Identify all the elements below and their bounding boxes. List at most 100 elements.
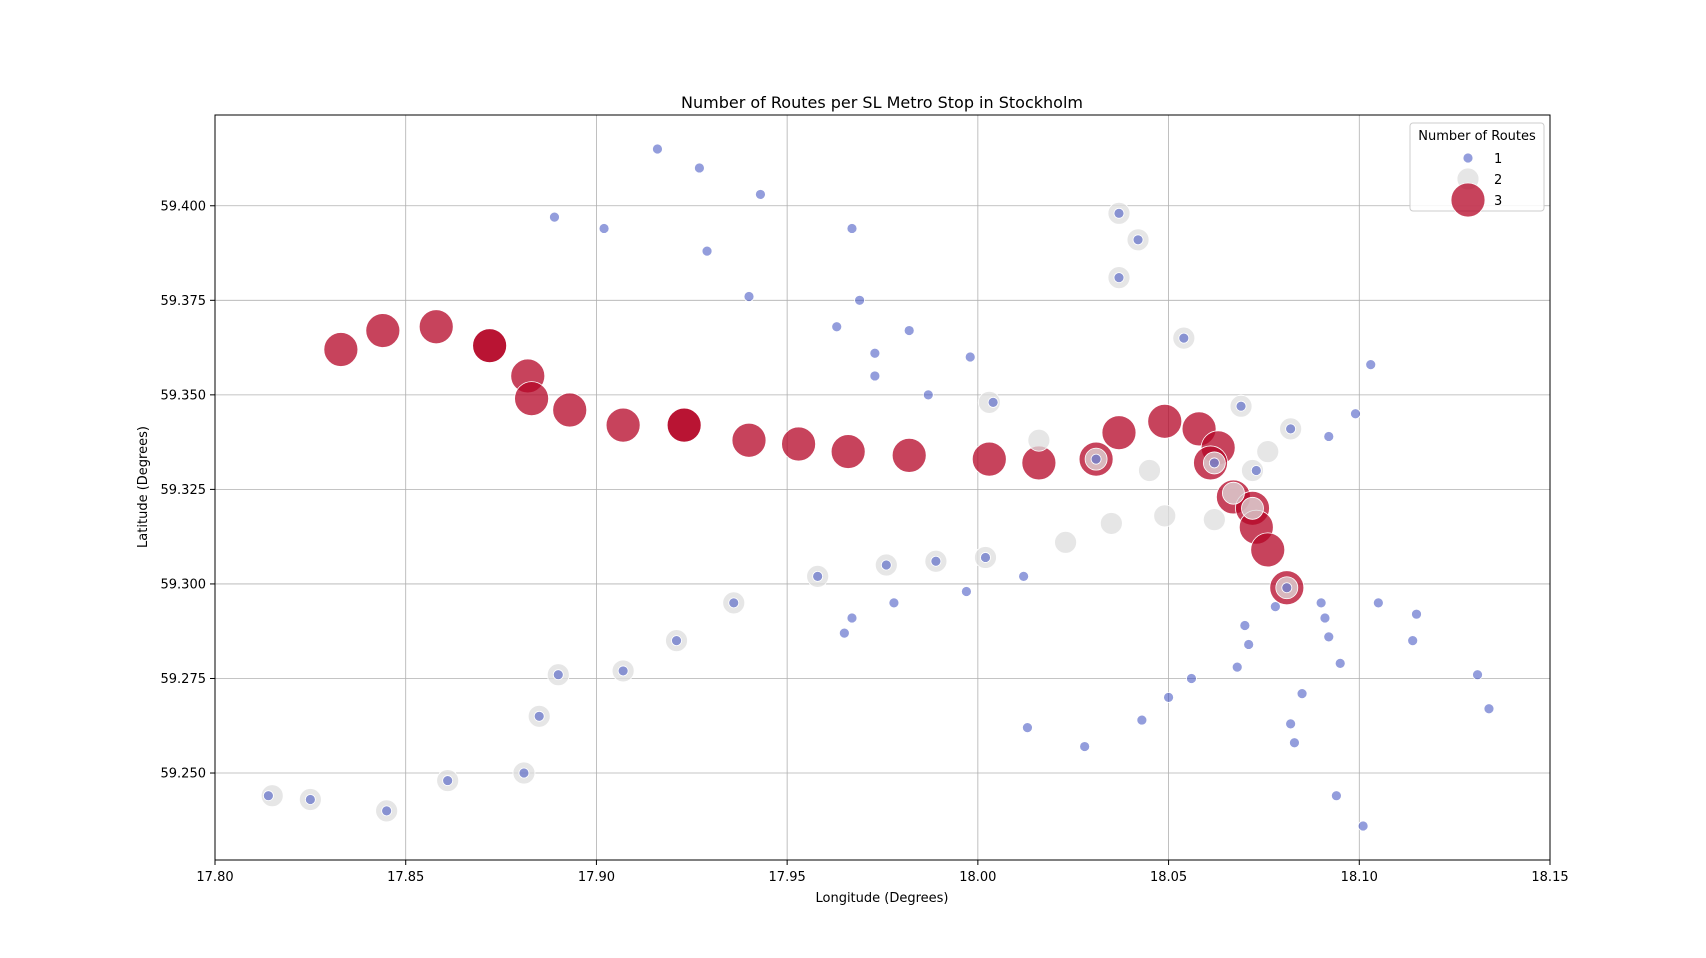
metro-stop-point-routes-1 — [1269, 601, 1281, 613]
metro-stop-point-routes-3 — [1101, 415, 1137, 451]
metro-stop-point-routes-1 — [1411, 608, 1422, 620]
metro-stop-point-routes-1 — [1163, 691, 1174, 703]
legend-label-1: 1 — [1494, 152, 1502, 167]
metro-stop-point-routes-3 — [891, 437, 927, 473]
metro-stop-point-routes-2 — [1099, 512, 1123, 535]
y-axis-label: Latitude (Degrees) — [136, 426, 151, 548]
metro-stop-point-routes-3 — [472, 328, 508, 364]
x-tick-label: 17.80 — [196, 870, 233, 885]
metro-stop-point-routes-3 — [971, 441, 1007, 477]
metro-stop-point-routes-1 — [980, 552, 991, 563]
x-tick-label: 17.95 — [769, 870, 806, 885]
metro-stop-point-routes-1 — [701, 245, 713, 257]
metro-stop-point-routes-3 — [666, 407, 702, 443]
y-tick-label: 59.350 — [161, 388, 207, 403]
metro-stop-point-routes-1 — [1483, 703, 1495, 715]
metro-stop-point-routes-1 — [262, 790, 274, 802]
metro-stop-point-routes-1 — [1113, 207, 1125, 219]
metro-stop-point-routes-1 — [518, 767, 530, 779]
metro-stop-point-routes-1 — [549, 211, 560, 223]
metro-stop-point-routes-3 — [830, 434, 866, 469]
metro-stop-point-routes-1 — [869, 347, 881, 359]
legend-label-2: 2 — [1494, 173, 1502, 188]
y-tick-label: 59.300 — [161, 577, 207, 592]
metro-stop-point-routes-1 — [1231, 661, 1243, 673]
metro-stop-point-routes-2 — [1054, 530, 1077, 554]
metro-stop-point-routes-1 — [961, 586, 972, 597]
metro-stop-point-routes-3 — [323, 332, 359, 367]
metro-stop-point-routes-1 — [1178, 332, 1190, 344]
metro-stop-point-routes-2 — [1202, 508, 1226, 532]
metro-stop-point-routes-3 — [605, 407, 641, 443]
metro-stop-point-routes-1 — [1022, 722, 1033, 734]
metro-stop-point-routes-1 — [304, 794, 316, 805]
metro-stop-point-routes-1 — [1281, 582, 1293, 594]
data-points — [260, 143, 1495, 832]
metro-stop-point-routes-1 — [1296, 688, 1308, 700]
metro-stop-point-routes-2 — [1222, 481, 1245, 505]
metro-stop-point-routes-1 — [1334, 657, 1346, 669]
metro-stop-point-routes-1 — [1323, 631, 1335, 643]
metro-stop-point-routes-1 — [831, 321, 843, 333]
metro-stop-point-routes-2 — [1153, 504, 1177, 528]
metro-stop-point-routes-1 — [1239, 620, 1251, 631]
metro-stop-point-routes-1 — [617, 665, 629, 677]
metro-stop-point-routes-1 — [671, 635, 682, 647]
metro-stop-point-routes-1 — [846, 612, 858, 624]
metro-stop-point-routes-1 — [1323, 431, 1335, 442]
metro-stop-point-routes-1 — [1472, 669, 1483, 681]
metro-stop-point-routes-2 — [1027, 428, 1051, 452]
metro-stop-point-routes-1 — [598, 223, 610, 234]
metro-stop-point-routes-1 — [930, 555, 942, 567]
x-axis-label: Longitude (Degrees) — [815, 891, 948, 906]
legend-label-3: 3 — [1494, 194, 1502, 209]
y-tick-label: 59.375 — [161, 294, 207, 309]
metro-stop-point-routes-3 — [418, 309, 454, 345]
metro-stop-point-routes-1 — [1319, 612, 1331, 624]
metro-stop-point-routes-1 — [1018, 570, 1030, 582]
legend: Number of Routes 1 2 3 — [1409, 122, 1545, 218]
metro-stop-point-routes-1 — [1331, 790, 1342, 802]
metro-stop-point-routes-3 — [552, 392, 588, 428]
metro-stop-point-routes-1 — [1315, 597, 1327, 609]
legend-items: 1 2 3 — [1450, 152, 1502, 218]
metro-stop-point-routes-1 — [903, 325, 915, 336]
metro-stop-point-routes-1 — [922, 389, 934, 401]
plot-frame — [214, 114, 1551, 861]
metro-stop-point-routes-1 — [880, 559, 892, 571]
y-tick-label: 59.275 — [161, 672, 207, 687]
metro-stop-point-routes-3 — [514, 381, 549, 417]
metro-stop-point-routes-1 — [838, 627, 850, 639]
metro-stop-point-routes-2 — [1241, 496, 1264, 520]
y-tick-label: 59.400 — [161, 199, 207, 214]
metro-stop-point-routes-3 — [1147, 403, 1183, 439]
metro-stop-point-routes-1 — [1186, 673, 1197, 684]
metro-stop-point-routes-1 — [1132, 234, 1144, 246]
metro-stop-point-routes-1 — [1285, 718, 1297, 730]
metro-stop-point-routes-3 — [1250, 532, 1286, 568]
metro-stop-point-routes-1 — [755, 189, 766, 200]
metro-stop-point-routes-1 — [1235, 400, 1247, 412]
metro-stop-point-routes-1 — [728, 597, 740, 609]
legend-marker-1 — [1462, 152, 1474, 164]
metro-stop-point-routes-1 — [1407, 635, 1419, 647]
y-axis-ticks: 59.250 59.275 59.300 59.325 59.350 59.375 59.4… — [161, 199, 215, 782]
metro-stop-point-routes-1 — [1365, 359, 1377, 370]
x-tick-label: 18.10 — [1341, 870, 1378, 885]
metro-stop-point-routes-1 — [1250, 465, 1262, 476]
legend-marker-3 — [1450, 182, 1486, 218]
metro-stop-point-routes-1 — [1357, 820, 1369, 832]
x-tick-label: 17.90 — [578, 870, 615, 885]
metro-stop-point-routes-1 — [1243, 639, 1255, 650]
metro-stop-point-routes-2 — [1256, 440, 1280, 463]
metro-stop-point-routes-1 — [1136, 714, 1148, 726]
metro-stop-point-routes-1 — [1350, 408, 1361, 420]
metro-stop-point-routes-1 — [964, 351, 976, 363]
x-tick-label: 18.00 — [959, 870, 996, 885]
x-tick-label: 18.05 — [1150, 870, 1187, 885]
metro-stop-point-routes-2 — [1138, 459, 1161, 482]
metro-stop-point-routes-1 — [1372, 597, 1384, 609]
metro-stop-point-routes-1 — [652, 143, 663, 155]
metro-stop-point-routes-1 — [1285, 423, 1297, 435]
